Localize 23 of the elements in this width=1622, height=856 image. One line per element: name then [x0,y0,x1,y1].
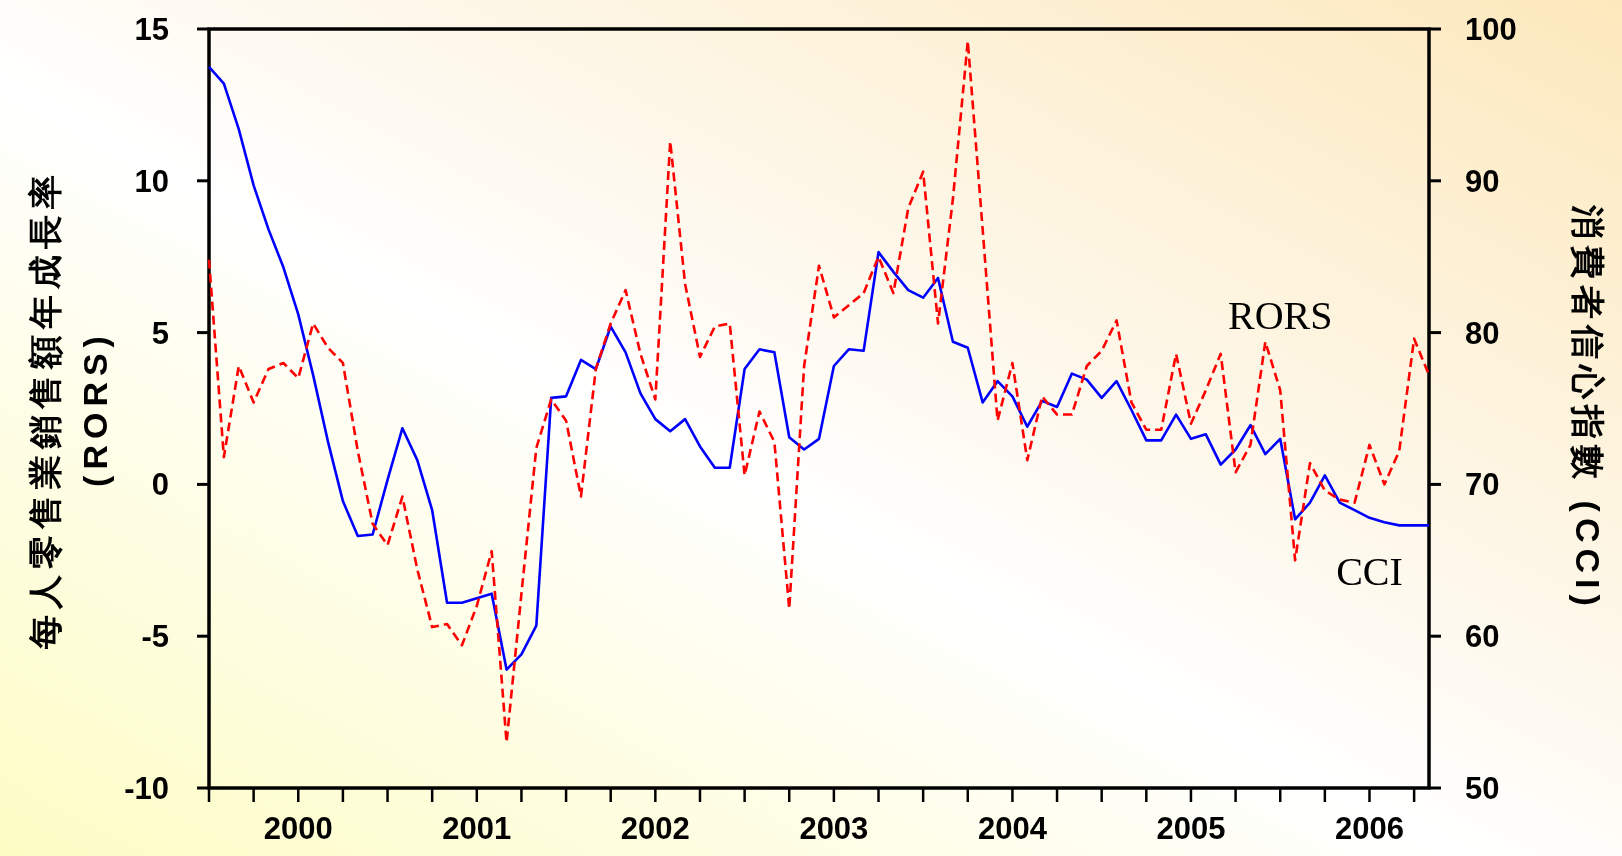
y2-tick-label: 80 [1465,315,1500,351]
y-tick-label: 0 [151,467,169,503]
y-tick-label: 10 [134,163,169,199]
x-tick-label: 2000 [263,811,333,846]
y2-tick-label: 100 [1465,12,1517,47]
y2-tick-label: 50 [1465,771,1500,806]
series-label: RORS [1227,292,1333,338]
y2-tick-label: 90 [1465,163,1500,199]
y-tick-label: 15 [134,12,169,47]
x-tick-label: 2003 [799,811,869,846]
x-tick-label: 2004 [977,811,1048,846]
x-tick-label: 2005 [1156,811,1226,846]
y2-axis-title: 消費者信心指數 (CCI) [1569,204,1607,612]
y2-tick-label: 70 [1465,467,1500,503]
y-axis-title: 每人零售業銷售額年成長率 (RORS) [26,168,114,650]
y2-tick-label: 60 [1465,619,1500,655]
y-tick-label: 5 [151,315,169,351]
y-tick-label: -5 [141,619,169,655]
x-tick-label: 2001 [442,811,512,846]
y-tick-label: -10 [124,771,169,806]
x-tick-label: 2002 [620,811,690,846]
x-tick-label: 2006 [1335,811,1404,846]
series-label: CCI [1336,549,1403,595]
